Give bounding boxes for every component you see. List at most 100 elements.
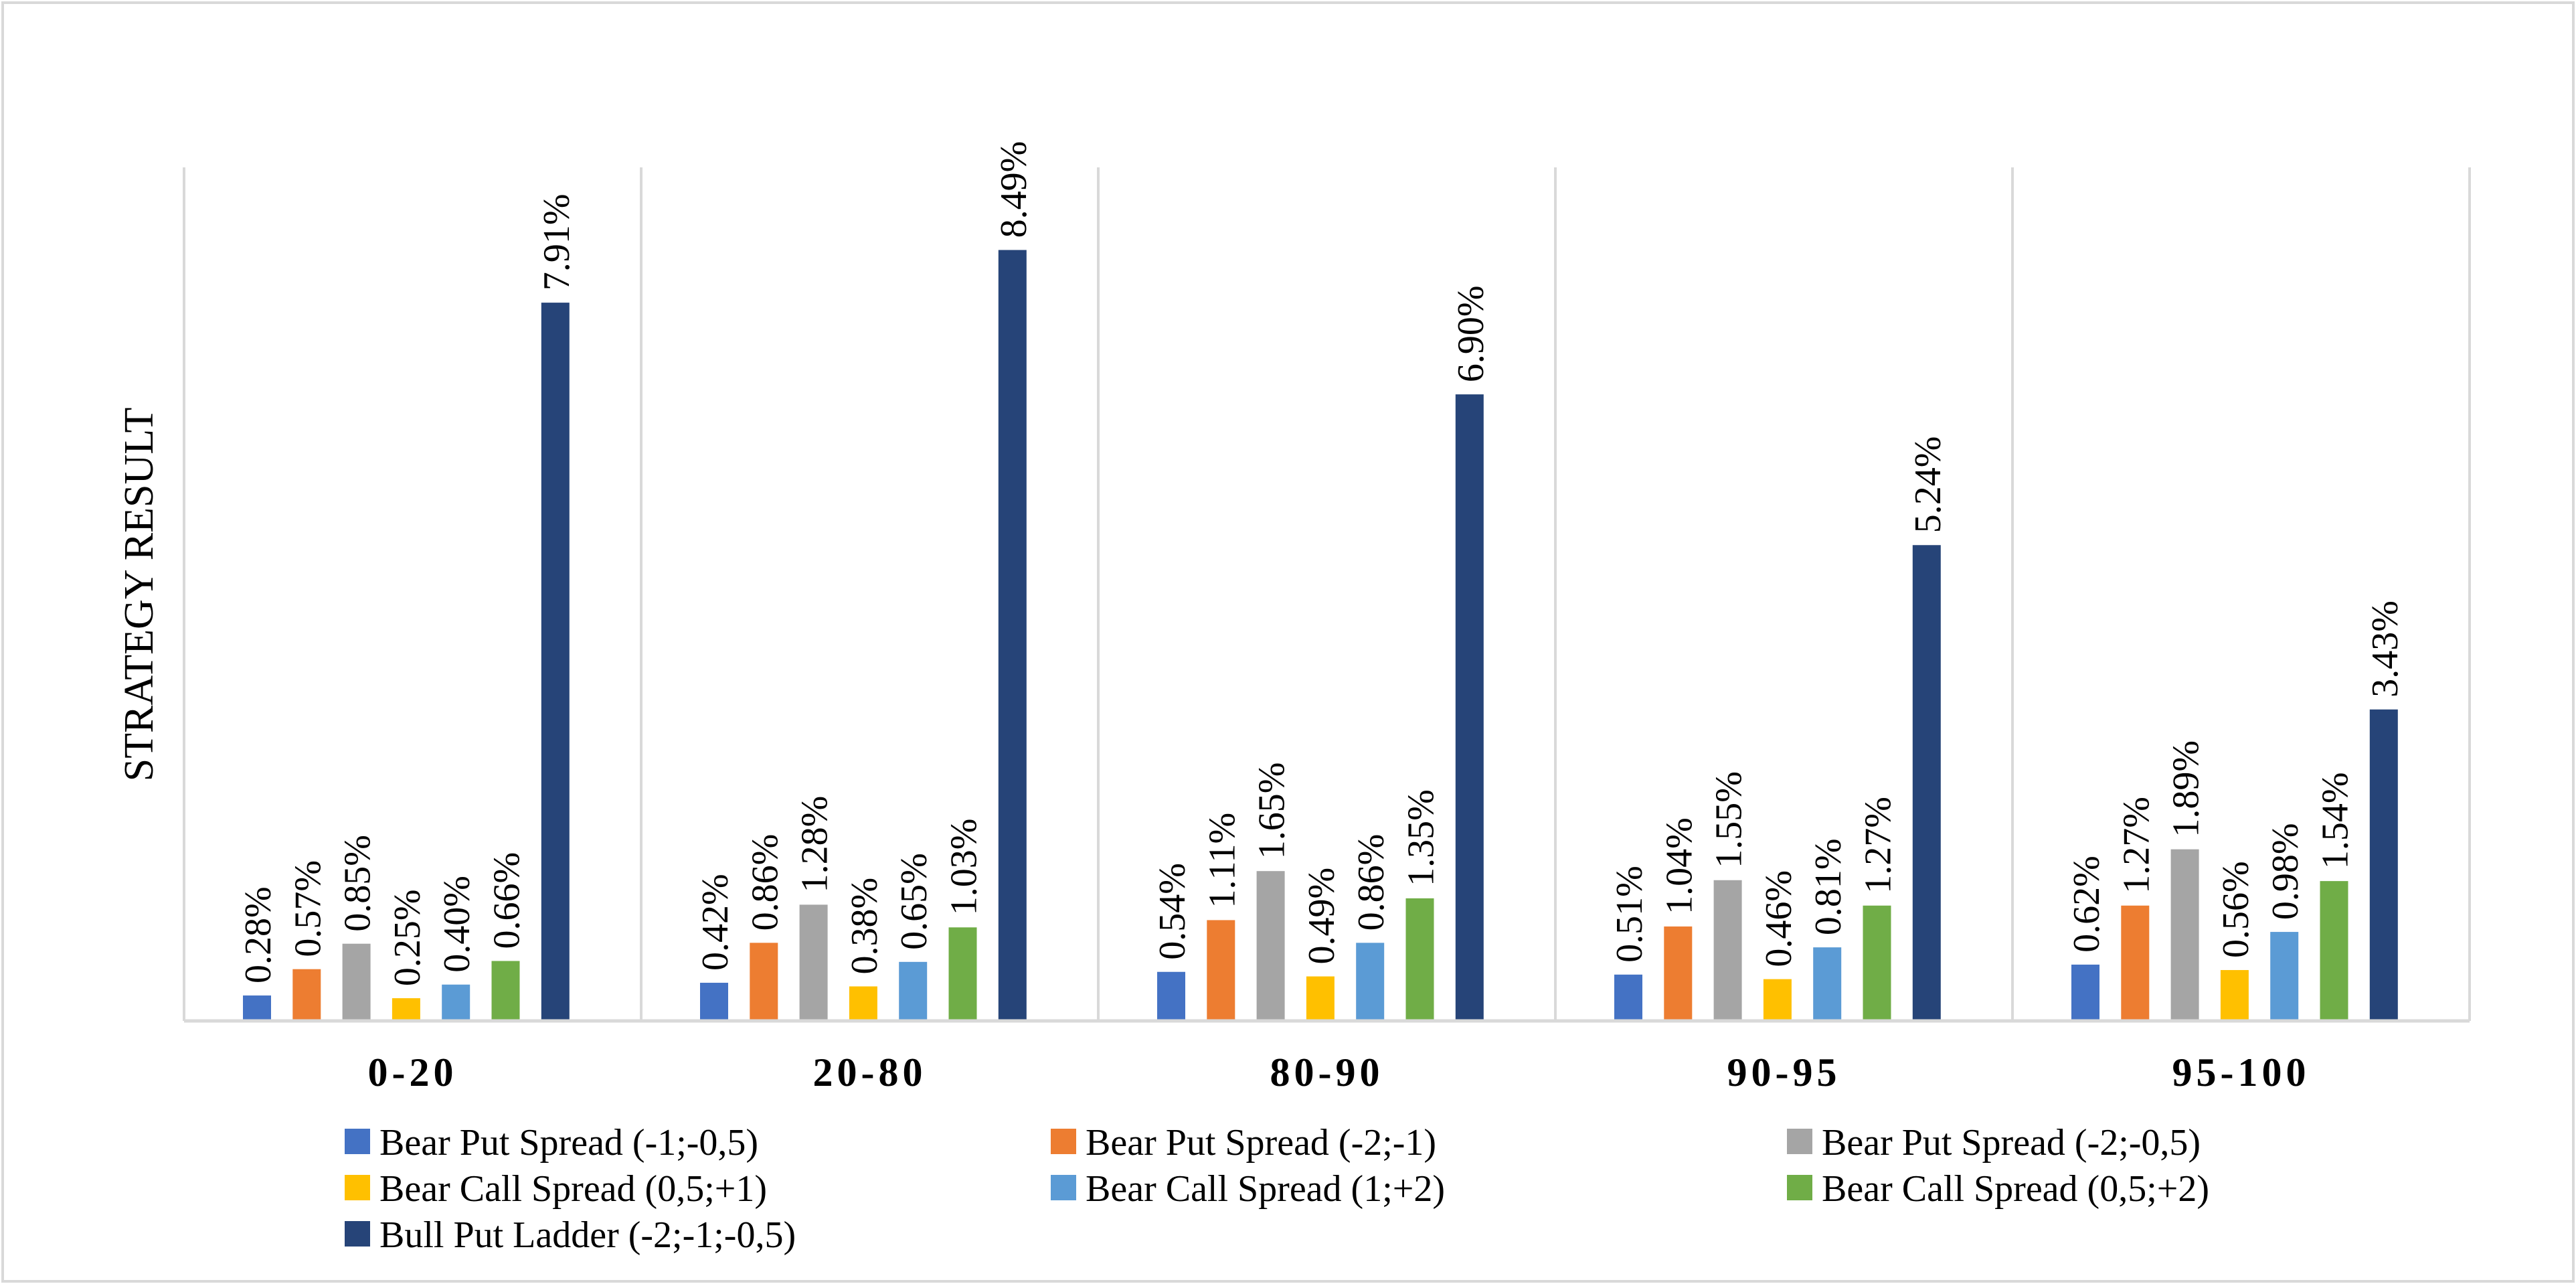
bar (1356, 943, 1385, 1021)
bar (1306, 976, 1335, 1021)
bar (342, 943, 371, 1021)
bar (1207, 920, 1235, 1021)
bar (541, 303, 570, 1021)
data-label: 1.65% (1252, 763, 1293, 860)
data-label: 1.27% (1858, 797, 1899, 894)
legend-item[interactable]: Bear Call Spread (0,5;+1) (345, 1168, 767, 1210)
bar (2170, 849, 2199, 1021)
data-label: 0.28% (238, 886, 279, 983)
data-label: 7.91% (536, 193, 578, 291)
bar (392, 998, 420, 1021)
data-label: 3.43% (2365, 600, 2406, 698)
bar (1664, 926, 1693, 1021)
bar (491, 961, 520, 1021)
legend[interactable]: Bear Put Spread (-1;-0,5) Bear Put Spread… (345, 1122, 2209, 1256)
legend-label: Bear Put Spread (-1;-0,5) (379, 1122, 758, 1163)
bar (1405, 898, 1434, 1021)
legend-label: Bear Put Spread (-2;-0,5) (1822, 1122, 2201, 1163)
bar (1614, 974, 1642, 1021)
bar (1157, 971, 1185, 1021)
legend-label: Bull Put Ladder (-2;-1;-0,5) (379, 1214, 796, 1256)
bar (2320, 881, 2348, 1021)
data-label: 1.89% (2166, 740, 2207, 837)
legend-swatch (345, 1221, 370, 1247)
data-label: 1.27% (2116, 797, 2157, 894)
data-label: 0.49% (1301, 868, 1343, 965)
data-label: 5.24% (1907, 436, 1949, 534)
bar (1256, 871, 1285, 1021)
y-axis-title: STRATEGY RESULT (116, 408, 162, 782)
data-label: 0.86% (744, 834, 786, 931)
data-label: 0.98% (2265, 823, 2306, 920)
data-label: 0.65% (893, 853, 935, 950)
legend-swatch (1051, 1175, 1076, 1200)
bar (899, 961, 928, 1021)
legend-label: Bear Call Spread (0,5;+2) (1822, 1168, 2209, 1210)
bar (998, 250, 1027, 1021)
legend-label: Bear Put Spread (-2;-1) (1086, 1122, 1436, 1163)
data-label: 1.35% (1401, 789, 1442, 886)
legend-label: Bear Call Spread (1;+2) (1086, 1168, 1445, 1210)
bar (1763, 979, 1792, 1021)
category-label: 0-20 (368, 1050, 458, 1095)
data-label: 1.11% (1201, 813, 1243, 908)
data-label: 1.03% (944, 819, 985, 916)
category-label: 95-100 (2172, 1050, 2310, 1095)
category-labels: 0-20 20-80 80-90 90-95 95-100 (368, 1050, 2310, 1095)
data-label: 1.55% (1709, 771, 1750, 868)
bar (442, 984, 470, 1021)
data-label: 0.62% (2066, 856, 2108, 953)
bar (750, 943, 778, 1021)
legend-item[interactable]: Bear Put Spread (-2;-0,5) (1787, 1122, 2201, 1163)
data-label: 1.28% (794, 796, 836, 893)
bar (1813, 947, 1842, 1021)
data-label: 0.56% (2215, 861, 2257, 958)
data-label: 0.66% (487, 852, 528, 949)
bar (2220, 970, 2249, 1021)
bar (2121, 905, 2150, 1021)
legend-swatch (1051, 1129, 1076, 1154)
bar (700, 983, 728, 1021)
legend-item[interactable]: Bear Put Spread (-2;-1) (1051, 1122, 1436, 1163)
bar (948, 927, 977, 1021)
bar (1863, 905, 1891, 1021)
legend-label: Bear Call Spread (0,5;+1) (379, 1168, 767, 1210)
category-separators (183, 167, 2471, 1021)
legend-swatch (1787, 1175, 1812, 1200)
bar (849, 986, 877, 1021)
category-label: 80-90 (1270, 1050, 1384, 1095)
bar (292, 969, 321, 1021)
legend-item[interactable]: Bear Put Spread (-1;-0,5) (345, 1122, 758, 1163)
category-label: 90-95 (1727, 1050, 1841, 1095)
legend-item[interactable]: Bear Call Spread (0,5;+2) (1787, 1168, 2209, 1210)
data-label: 0.25% (387, 889, 428, 986)
category-label: 20-80 (813, 1050, 927, 1095)
bar (799, 904, 828, 1021)
data-label: 0.54% (1152, 863, 1193, 960)
data-label: 0.57% (287, 860, 329, 957)
bar (243, 995, 271, 1021)
legend-item[interactable]: Bull Put Ladder (-2;-1;-0,5) (345, 1214, 796, 1256)
bar (1455, 394, 1484, 1021)
bar (2369, 709, 2398, 1021)
data-label: 0.81% (1808, 838, 1849, 935)
data-label: 0.42% (695, 874, 736, 971)
legend-swatch (1787, 1129, 1812, 1154)
legend-swatch (345, 1175, 370, 1200)
data-label: 1.54% (2315, 772, 2356, 869)
bar (1713, 880, 1742, 1021)
data-label: 0.46% (1758, 870, 1800, 967)
data-label: 0.85% (337, 835, 379, 932)
data-labels: 0.28% 0.57% 0.85%0.25% 0.40% 0.66% 7.91% 0.42%… (238, 141, 2406, 986)
data-label: 8.49% (993, 141, 1035, 238)
data-label: 1.04% (1658, 817, 1700, 914)
bars (243, 250, 2398, 1021)
data-label: 0.38% (844, 878, 885, 975)
legend-item[interactable]: Bear Call Spread (1;+2) (1051, 1168, 1445, 1210)
data-label: 0.86% (1351, 834, 1392, 931)
data-label: 0.51% (1609, 866, 1650, 963)
bar (2071, 964, 2099, 1021)
